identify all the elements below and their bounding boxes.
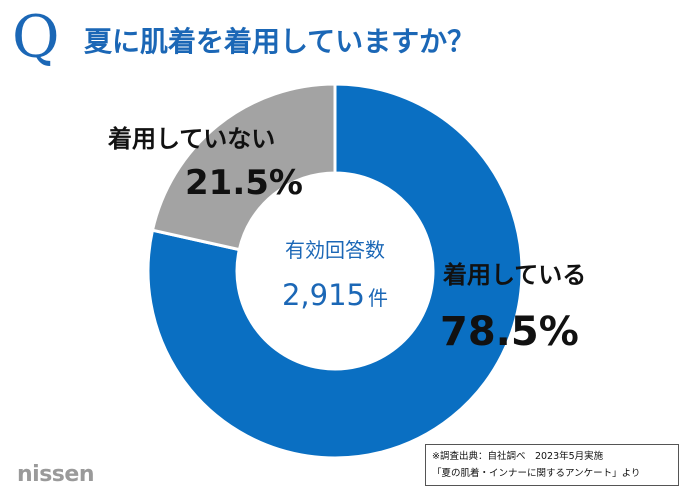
respondent-count-unit: 件: [368, 286, 389, 310]
q-letter: Q: [12, 3, 60, 71]
source-note: ※調査出典：自社調べ 2023年5月実施 「夏の肌着・インナーに関するアンケート…: [425, 444, 679, 486]
slice-label-wearing: 着用している: [443, 261, 587, 289]
slice-not-wearing: [150, 82, 337, 252]
slice-value-not-wearing: 21.5%: [185, 163, 303, 203]
slice-value-wearing: 78.5%: [440, 309, 579, 355]
slice-label-not-wearing: 着用していない: [108, 125, 276, 153]
question-title: 夏に肌着を着用していますか？: [84, 25, 476, 58]
nissen-logo: nissen: [17, 462, 94, 487]
source-line-1: ※調査出典：自社調べ 2023年5月実施: [432, 451, 604, 462]
respondent-count: 2,915 件: [262, 278, 408, 312]
source-line-2: 「夏の肌着・インナーに関するアンケート」より: [432, 468, 641, 479]
center-label: 有効回答数: [285, 238, 385, 262]
slice-wearing: [146, 82, 524, 460]
respondent-count-number: 2,915: [281, 278, 366, 312]
